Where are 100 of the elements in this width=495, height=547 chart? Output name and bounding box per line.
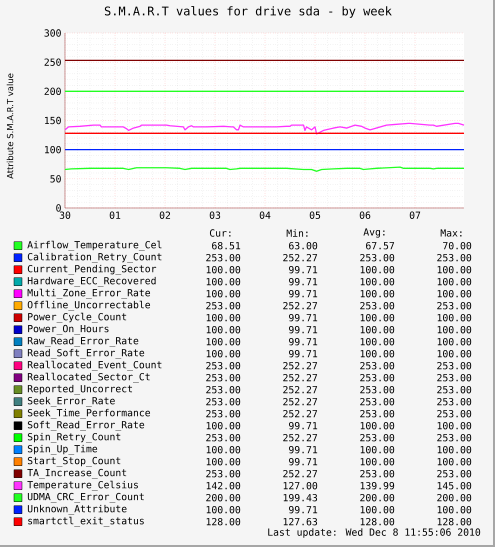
text: 100.00 — [438, 326, 472, 334]
text: 128.00 — [206, 518, 240, 526]
text: 100.00 — [206, 278, 240, 286]
y-tick-label: 200 — [44, 88, 61, 96]
x-tick-label: 30 — [60, 212, 70, 219]
text: 253.00 — [360, 362, 394, 370]
text: 252.27 — [283, 434, 318, 442]
text: 100.00 — [206, 446, 240, 454]
text: 253.00 — [206, 302, 240, 310]
legend-label: Reported_Uncorrect — [28, 384, 132, 395]
text: 99.71 — [289, 422, 318, 430]
text: 253.00 — [360, 374, 394, 382]
text: 100.00 — [360, 266, 394, 274]
text: 100.00 — [438, 350, 472, 358]
text: 99.71 — [289, 290, 318, 298]
text: Avg: — [363, 228, 384, 238]
text: 127.63 — [284, 518, 318, 526]
legend-label: Spin_Up_Time — [28, 444, 98, 455]
text: 70.00 — [443, 242, 472, 250]
line-series — [64, 122, 465, 135]
text: 68.51 — [212, 242, 240, 250]
legend-label: Start_Stop_Count — [28, 456, 120, 466]
text: 100.00 — [360, 326, 394, 334]
text: 253.00 — [437, 374, 472, 382]
text: 252.27 — [283, 470, 318, 478]
text: 100.00 — [438, 506, 472, 514]
text: 199.43 — [284, 494, 318, 502]
text: 253.00 — [360, 302, 394, 310]
x-tick-label: 03 — [210, 212, 220, 219]
text: 100.00 — [438, 266, 472, 274]
text: 145.00 — [438, 482, 472, 490]
y-tick-label: 0 — [56, 204, 61, 212]
legend-label: Reallocated_Sector_Ct — [28, 372, 150, 383]
text: 100.00 — [206, 290, 240, 298]
text: 253.00 — [206, 398, 240, 406]
legend-label: Airflow_Temperature_Cel — [27, 240, 162, 251]
legend-label: Calibration_Retry_Count — [28, 252, 162, 263]
text: 100.00 — [360, 350, 394, 358]
text: 99.71 — [289, 278, 318, 286]
y-tick-label: 300 — [44, 29, 61, 37]
text: 253.00 — [437, 254, 472, 262]
text: 128.00 — [438, 518, 472, 526]
text: 100.00 — [438, 314, 472, 322]
text: 63.00 — [289, 242, 318, 250]
text: 100.00 — [206, 458, 240, 466]
legend-label: Power_On_Hours — [28, 324, 109, 334]
text: 253.00 — [206, 374, 240, 382]
text: 253.00 — [360, 434, 394, 442]
text: 253.00 — [437, 302, 472, 310]
text: 253.00 — [437, 434, 472, 442]
x-tick-label: 06 — [360, 212, 370, 219]
text: 252.27 — [283, 362, 318, 370]
x-tick-label: 04 — [260, 212, 270, 219]
text: 100.00 — [438, 458, 472, 466]
text: 99.71 — [289, 314, 318, 322]
text: 128.00 — [360, 518, 394, 526]
legend-label: Soft_Read_Error_Rate — [28, 420, 144, 431]
text: 253.00 — [206, 470, 240, 478]
text: 253.00 — [360, 410, 394, 418]
chart-title: S.M.A.R.T values for drive sda - by week — [104, 6, 392, 18]
text: 99.71 — [289, 446, 318, 454]
text: 99.71 — [289, 326, 318, 334]
text: 200.00 — [206, 494, 240, 502]
legend-label: Power_Cycle_Count — [28, 312, 126, 323]
text: 100.00 — [438, 446, 472, 454]
text: 200.00 — [360, 494, 394, 502]
text: 100.00 — [206, 326, 240, 334]
text: 99.71 — [289, 350, 318, 358]
text: 99.71 — [289, 506, 318, 514]
text: 252.27 — [283, 374, 318, 382]
text: 253.00 — [206, 410, 240, 418]
text: 100.00 — [360, 506, 394, 514]
text: 99.71 — [289, 266, 318, 274]
text: 253.00 — [360, 254, 394, 262]
legend-label: UDMA_CRC_Error_Count — [28, 492, 144, 502]
text: 100.00 — [206, 266, 240, 274]
text: Last update: Wed Dec 8 11:55:06 2010 — [268, 528, 480, 538]
text: 100.00 — [360, 422, 394, 430]
legend-label: Spin_Retry_Count — [28, 432, 120, 443]
text: 253.00 — [360, 470, 394, 478]
text: 252.27 — [283, 386, 318, 394]
legend-label: Reallocated_Event_Count — [28, 360, 162, 371]
text: Min: — [286, 229, 308, 237]
y-axis-title: Attribute S.M.A.R.T value — [6, 74, 14, 179]
text: 142.00 — [206, 482, 240, 490]
text: 100.00 — [206, 506, 240, 514]
text: 253.00 — [437, 362, 472, 370]
text: Max: — [440, 229, 462, 237]
text: 100.00 — [438, 290, 472, 298]
x-tick-label: 05 — [310, 212, 320, 219]
legend-label: smartctl_exit_status — [28, 516, 144, 527]
y-tick-label: 100 — [45, 146, 61, 154]
text: 100.00 — [438, 338, 472, 346]
text: 100.00 — [206, 422, 240, 430]
text: 252.27 — [283, 302, 318, 310]
text: 252.27 — [283, 254, 318, 262]
text: 253.00 — [206, 434, 240, 442]
text: 100.00 — [360, 338, 394, 346]
text: 127.00 — [284, 482, 318, 490]
text: 100.00 — [360, 458, 394, 466]
